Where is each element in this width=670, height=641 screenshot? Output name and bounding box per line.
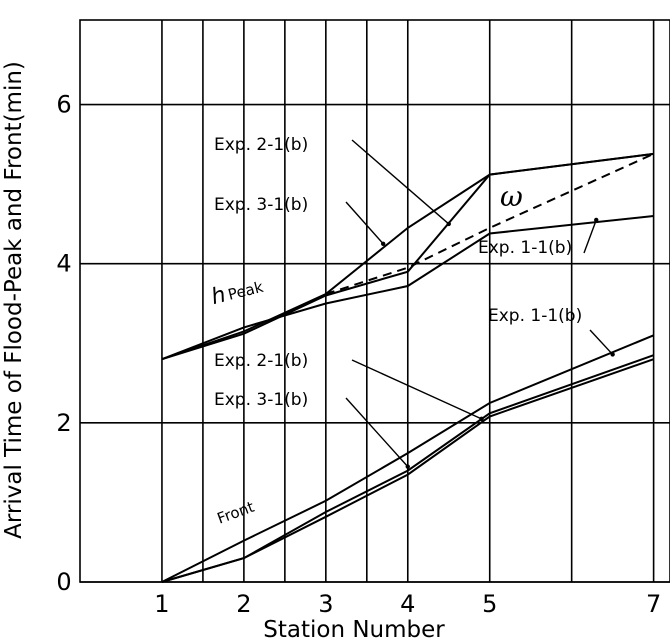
leader-front-exp1-tip bbox=[610, 352, 615, 357]
leader-front-exp3 bbox=[345, 397, 409, 468]
leader-peak-exp3 bbox=[345, 201, 384, 245]
annotation-front: Front bbox=[215, 498, 257, 528]
leader-peak-exp1-tip bbox=[594, 217, 599, 223]
annotation-h-peak-h: h bbox=[209, 282, 229, 310]
leader-peak-exp2 bbox=[351, 139, 450, 225]
x-axis-title: Station Number bbox=[263, 617, 445, 641]
y-tick-label: 0 bbox=[56, 568, 71, 596]
leader-peak-exp1 bbox=[583, 219, 597, 254]
leader-front-exp3-tip bbox=[405, 464, 410, 469]
x-tick-labels: 1 2 3 4 5 7 bbox=[154, 590, 661, 618]
x-tick-label: 3 bbox=[318, 590, 333, 618]
x-tick-label: 7 bbox=[646, 590, 661, 618]
x-tick-label: 5 bbox=[482, 590, 497, 618]
series-line-front-exp-1-1-b- bbox=[161, 334, 654, 583]
annotation-front-exp3: Exp. 3-1(b) bbox=[214, 390, 308, 410]
series-lines bbox=[161, 152, 655, 583]
leader-front-exp2-tip bbox=[479, 416, 484, 422]
leader-peak-exp2-tip bbox=[446, 221, 451, 227]
annotation-peak-exp3: Exp. 3-1(b) bbox=[214, 195, 308, 215]
grid bbox=[79, 19, 670, 583]
leader-front-exp1 bbox=[589, 329, 614, 355]
leader-peak-exp3-tip bbox=[380, 241, 386, 247]
series-line-front-exp-3-1-b- bbox=[161, 358, 654, 583]
annotation-peak-exp2: Exp. 2-1(b) bbox=[214, 135, 308, 155]
annotation-leaders bbox=[345, 139, 615, 469]
x-tick-label: 4 bbox=[400, 590, 415, 618]
y-tick-labels: 0 2 4 6 bbox=[56, 91, 71, 596]
series-line-peak-exp-1-1-b- bbox=[161, 215, 654, 361]
annotation-h-peak-word: Peak bbox=[226, 278, 265, 304]
x-tick-label: 2 bbox=[236, 590, 251, 618]
series-line-peak-exp-3-1-b- bbox=[161, 152, 654, 361]
annotation-omega: ω bbox=[500, 180, 523, 213]
x-tick-label: 1 bbox=[154, 590, 169, 618]
annotation-front-exp2: Exp. 2-1(b) bbox=[214, 351, 308, 371]
leader-front-exp2 bbox=[351, 359, 482, 420]
annotation-front-exp1: Exp. 1-1(b) bbox=[488, 306, 582, 326]
y-tick-label: 6 bbox=[56, 91, 71, 119]
y-axis-title: Arrival Time of Flood-Peak and Front(min… bbox=[1, 61, 27, 539]
annotation-peak-exp1: Exp. 1-1(b) bbox=[478, 238, 572, 258]
y-tick-label: 2 bbox=[56, 409, 71, 437]
y-tick-label: 4 bbox=[56, 250, 71, 278]
